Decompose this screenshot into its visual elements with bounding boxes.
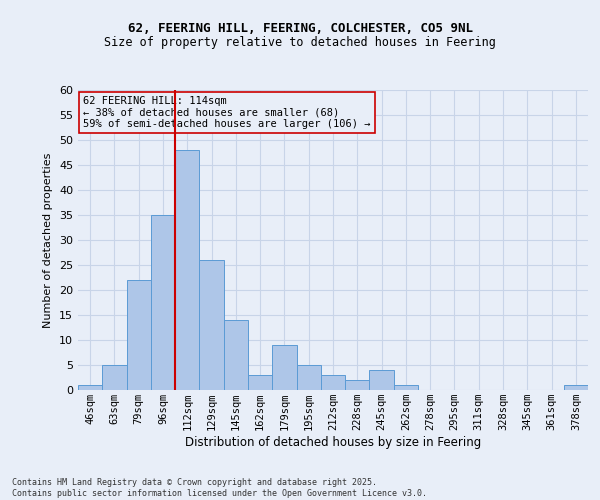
Bar	[394, 385, 418, 390]
Text: Contains HM Land Registry data © Crown copyright and database right 2025.
Contai: Contains HM Land Registry data © Crown c…	[12, 478, 427, 498]
X-axis label: Distribution of detached houses by size in Feering: Distribution of detached houses by size …	[185, 436, 481, 449]
Bar	[345, 380, 370, 390]
Bar	[78, 385, 102, 390]
Bar	[151, 215, 175, 390]
Bar	[175, 150, 199, 390]
Bar	[224, 320, 248, 390]
Bar	[102, 365, 127, 390]
Bar	[272, 345, 296, 390]
Bar	[564, 385, 588, 390]
Bar	[296, 365, 321, 390]
Y-axis label: Number of detached properties: Number of detached properties	[43, 152, 53, 328]
Bar	[127, 280, 151, 390]
Bar	[321, 375, 345, 390]
Text: 62 FEERING HILL: 114sqm
← 38% of detached houses are smaller (68)
59% of semi-de: 62 FEERING HILL: 114sqm ← 38% of detache…	[83, 96, 371, 129]
Text: 62, FEERING HILL, FEERING, COLCHESTER, CO5 9NL: 62, FEERING HILL, FEERING, COLCHESTER, C…	[128, 22, 473, 36]
Bar	[370, 370, 394, 390]
Text: Size of property relative to detached houses in Feering: Size of property relative to detached ho…	[104, 36, 496, 49]
Bar	[248, 375, 272, 390]
Bar	[199, 260, 224, 390]
